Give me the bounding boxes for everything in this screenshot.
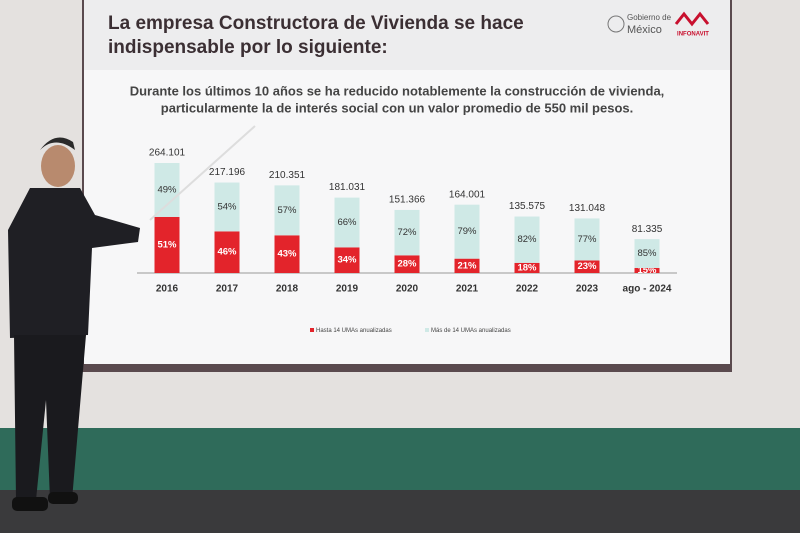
title-line: La empresa Constructora de Vivienda se h… [108, 13, 524, 34]
value-label: 21% [457, 260, 477, 271]
value-label: 54% [217, 201, 237, 212]
legs [14, 335, 86, 500]
x-tick-label: 2016 [156, 284, 179, 295]
floor [0, 490, 800, 533]
header-band [84, 0, 730, 70]
value-label: 15% [637, 265, 657, 276]
total-label: 181.031 [329, 182, 366, 193]
bar-segment [394, 209, 420, 256]
logo-mark [674, 11, 710, 27]
bar-segment [634, 267, 660, 273]
x-tick-label: 2021 [456, 284, 479, 295]
logo-emblem [607, 15, 625, 33]
value-label: 66% [337, 217, 357, 228]
x-tick-label: 2019 [336, 284, 359, 295]
logo-text: México [627, 24, 662, 36]
bar-segment [454, 204, 480, 259]
total-label: 81.335 [632, 224, 663, 235]
bar-segment [394, 255, 420, 273]
legend-label: Más de 14 UMAs anualizadas [431, 328, 511, 334]
legend-swatch [310, 328, 314, 332]
total-label: 164.001 [449, 189, 486, 200]
subtitle-line: particularmente la de interés social con… [161, 100, 634, 115]
shoe [48, 492, 78, 504]
value-label: 51% [157, 239, 177, 250]
bar-segment [154, 163, 180, 217]
bar-segment [214, 231, 240, 273]
bar-segment [514, 262, 540, 273]
x-tick-label: 2022 [516, 284, 539, 295]
legend-label: Hasta 14 UMAs anualizadas [316, 328, 392, 334]
bar-segment [274, 235, 300, 273]
bar-segment [154, 216, 180, 273]
value-label: 18% [517, 262, 537, 273]
value-label: 46% [217, 247, 237, 258]
value-label: 34% [337, 255, 357, 266]
hair [40, 137, 75, 150]
head [41, 145, 75, 187]
total-label: 135.575 [509, 201, 546, 212]
green-stripe [0, 428, 800, 490]
x-tick-label: 2023 [576, 284, 599, 295]
bar-segment [274, 185, 300, 236]
value-label: 23% [577, 261, 597, 272]
bar-segment [634, 239, 660, 268]
value-label: 77% [577, 234, 597, 245]
chart: 51% 49% 264.101 2016 46% 54% 217.196 2017 43% 57%… [137, 148, 677, 334]
total-label: 217.196 [209, 167, 246, 178]
value-label: 43% [277, 249, 297, 260]
logo-text: INFONAVIT [677, 32, 709, 38]
x-tick-label: 2017 [216, 284, 239, 295]
suit [8, 188, 140, 338]
total-label: 210.351 [269, 170, 306, 181]
total-label: 151.366 [389, 195, 426, 206]
total-label: 264.101 [149, 148, 186, 159]
value-label: 57% [277, 205, 297, 216]
subtitle-line: Durante los últimos 10 años se ha reduci… [130, 83, 665, 98]
shoe [12, 497, 48, 511]
presenter [8, 125, 256, 511]
total-label: 131.048 [569, 203, 606, 214]
bar-segment [334, 247, 360, 273]
value-label: 85% [637, 248, 657, 259]
x-tick-label: ago - 2024 [623, 284, 672, 295]
value-label: 28% [397, 259, 417, 270]
bar-segment [574, 218, 600, 261]
bar-segment [514, 216, 540, 263]
value-label: 49% [157, 184, 177, 195]
bar-segment [454, 258, 480, 273]
x-tick-label: 2020 [396, 284, 419, 295]
legend-swatch [425, 328, 429, 332]
value-label: 79% [457, 226, 477, 237]
bar-segment [574, 260, 600, 273]
value-label: 82% [517, 234, 537, 245]
x-tick-label: 2018 [276, 284, 299, 295]
pointer [149, 125, 256, 221]
title-line: indispensable por lo siguiente: [108, 37, 388, 58]
logo-text: Gobierno de [627, 13, 672, 22]
value-label: 72% [397, 227, 417, 238]
bar-segment [334, 197, 360, 248]
bar-segment [214, 182, 240, 232]
